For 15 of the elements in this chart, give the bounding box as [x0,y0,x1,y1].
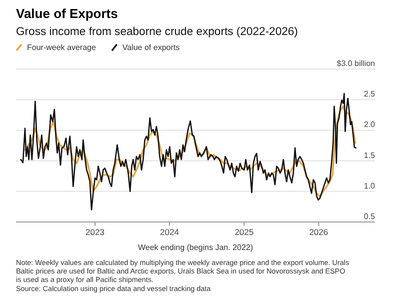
x-tick-label: 2025 [234,227,254,237]
x-axis-title: Week ending (begins Jan. 2022) [138,243,254,252]
y-tick-label: 1.5 [364,150,376,160]
chart-subtitle: Gross income from seaborne crude exports (2022-2026) [16,26,298,38]
chart-title: Value of Exports [16,6,118,21]
legend-label: Value of exports [122,43,180,52]
x-tick-label: 2024 [160,227,180,237]
y-tick-label: 1.0 [364,181,376,190]
y-tick-label: 2.5 [364,90,376,99]
y-tick-label: 2.0 [364,120,376,130]
y-tick-label: $3.0 billion [336,59,375,68]
x-tick-label: 2023 [86,227,105,237]
y-tick-label: 0.5 [364,212,376,221]
x-tick-label: 2026 [309,227,328,237]
legend-label: Four-week average [27,43,96,52]
